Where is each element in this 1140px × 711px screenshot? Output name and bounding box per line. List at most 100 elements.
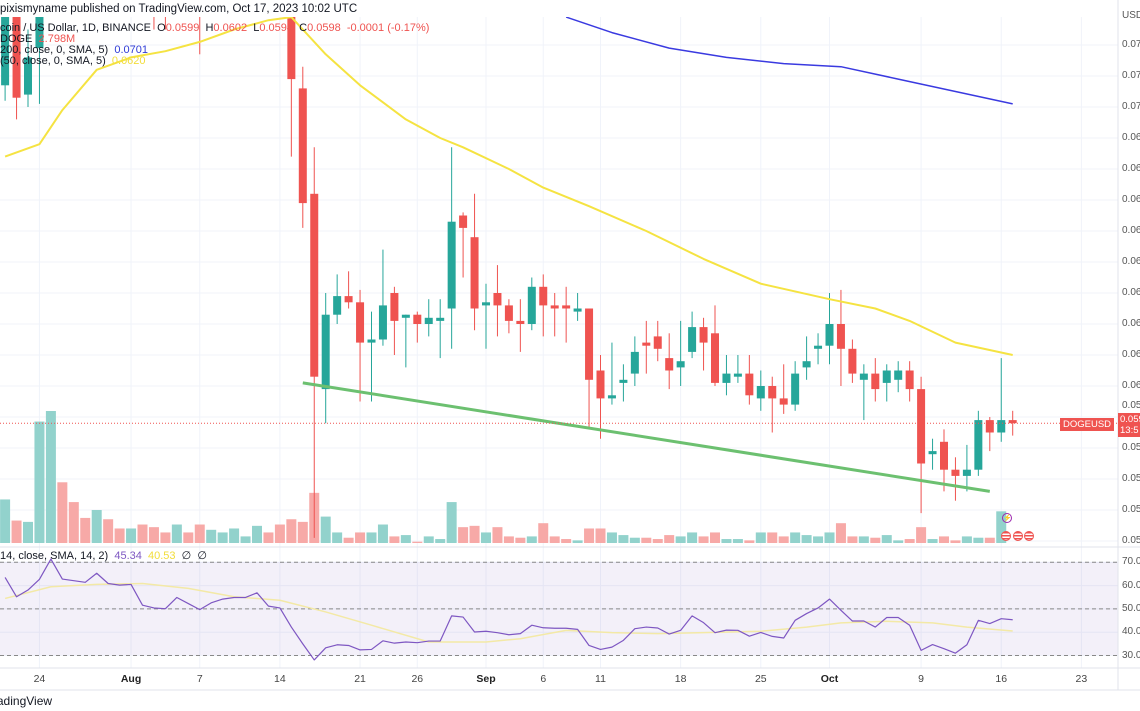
rsi-axis-label: 70.00 xyxy=(1122,556,1140,568)
candle-body xyxy=(321,314,330,390)
legend-close: 0.0598 xyxy=(307,22,341,34)
price-axis-label: 0.06 xyxy=(1122,256,1140,267)
price-axis-label: 0.07 xyxy=(1122,101,1140,112)
candle-body xyxy=(390,293,399,321)
published-caption: pixismyname published on TradingView.com… xyxy=(0,3,358,15)
candle-body xyxy=(619,379,628,383)
us-flag-event-icon[interactable] xyxy=(1001,531,1011,541)
volume-bar xyxy=(217,532,228,543)
price-axis-label: 0.05 xyxy=(1122,535,1140,546)
rsi-pane[interactable] xyxy=(0,558,1118,661)
volume-bar xyxy=(23,521,33,543)
legend-open: 0.0599 xyxy=(165,22,200,34)
volume-bar xyxy=(813,536,824,543)
volume-bar xyxy=(641,537,652,543)
volume-bar xyxy=(835,523,846,543)
candle-body xyxy=(1,17,10,86)
legend-open-label: O xyxy=(157,22,166,34)
candle-body xyxy=(665,358,674,371)
candle-body xyxy=(917,389,926,464)
volume-bar xyxy=(274,524,285,543)
symbol-badge: DOGEUSD xyxy=(1060,418,1115,431)
volume-bar xyxy=(801,535,812,543)
legend-rsi-label: 14, close, SMA, 14, 2) xyxy=(0,550,109,562)
legend-sma200-row[interactable]: 200, close, 0, SMA, 5) 0.0701 xyxy=(0,45,148,56)
price-axis-label: 0.06 xyxy=(1122,380,1140,391)
candle-body xyxy=(596,370,605,399)
candle-body xyxy=(573,308,582,312)
time-axis-label: 18 xyxy=(674,673,687,685)
time-axis-label: 11 xyxy=(595,673,606,685)
us-flag-event-icon[interactable] xyxy=(1024,531,1034,541)
volume-bar xyxy=(240,536,251,543)
volume-bar xyxy=(446,502,457,543)
volume-bar xyxy=(606,532,617,543)
legend-change: -0.0001 (-0.17%) xyxy=(346,22,430,34)
time-axis-label: 16 xyxy=(995,673,1008,685)
candle-body xyxy=(722,373,731,383)
candle-body xyxy=(974,420,983,470)
candle-body xyxy=(630,351,639,374)
volume-bar xyxy=(698,536,709,543)
volume-bar xyxy=(984,537,995,543)
time-axis-label: 14 xyxy=(274,673,286,685)
volume-bar xyxy=(481,532,491,543)
volume-bar xyxy=(767,532,778,543)
candle-body xyxy=(733,373,742,377)
candle-body xyxy=(802,361,811,368)
candle-body xyxy=(779,398,788,405)
candle-body xyxy=(24,57,32,95)
price-axis-label: 0.06 xyxy=(1122,349,1140,360)
legend-sma50-row[interactable]: (50, close, 0, SMA, 5) 0.0620 xyxy=(0,56,146,67)
volume-bar xyxy=(57,482,68,543)
time-axis-label: Oct xyxy=(820,673,839,685)
rsi-sma-line xyxy=(4,582,1013,643)
candle-body xyxy=(424,317,433,324)
candle-body xyxy=(997,420,1006,433)
rsi-axis-label: 30.00 xyxy=(1122,649,1140,661)
candle-body xyxy=(676,361,685,368)
candle-body xyxy=(35,17,44,49)
legend-high: 0.0602 xyxy=(213,22,248,34)
legend-rsi-row[interactable]: 14, close, SMA, 14, 2) 45.34 40.53 ∅ ∅ xyxy=(0,551,207,562)
volume-bar xyxy=(755,532,766,543)
legend-close-label: C xyxy=(299,22,308,34)
legend-volume-row[interactable]: DOGE 2.798M xyxy=(0,34,75,45)
volume-bar xyxy=(114,528,125,543)
candle-body xyxy=(894,370,903,380)
time-axis-label: Aug xyxy=(120,673,142,685)
candle-body xyxy=(940,441,948,470)
candle-body xyxy=(516,320,525,324)
legend-rsi-extra-2: ∅ xyxy=(197,550,207,562)
candle-body xyxy=(356,302,365,343)
currency-label[interactable]: USD xyxy=(1122,10,1140,21)
legend-symbol[interactable]: coin / US Dollar, 1D, BINANCE xyxy=(0,22,151,34)
us-flag-event-icon[interactable] xyxy=(1013,531,1023,541)
volume-bar xyxy=(893,540,904,543)
volume-bar xyxy=(904,539,915,543)
price-pane[interactable] xyxy=(0,0,1118,538)
candle-body xyxy=(871,373,880,390)
candle-body xyxy=(378,305,387,340)
candle-body xyxy=(882,370,891,383)
volume-bar xyxy=(423,536,434,543)
volume-bar xyxy=(45,411,56,543)
volume-bar xyxy=(11,520,22,543)
volume-bar xyxy=(148,527,159,543)
time-axis-label: 21 xyxy=(354,673,366,685)
time-axis-label: Sep xyxy=(476,673,496,685)
time-axis-label: 26 xyxy=(411,673,424,685)
price-axis-label: 0.07 xyxy=(1122,39,1140,50)
lightning-event-icon[interactable]: ⚡ xyxy=(1002,513,1012,523)
candle-body xyxy=(905,370,914,390)
volume-bar xyxy=(664,535,675,543)
volume-bar xyxy=(206,529,217,543)
time-axis-label: 25 xyxy=(754,673,767,685)
legend-volume: 2.798M xyxy=(38,33,76,45)
volume-bar xyxy=(996,511,1007,543)
volume-bar xyxy=(377,524,388,543)
volume-bar xyxy=(790,532,801,543)
price-axis-label: 0.06 xyxy=(1122,194,1140,205)
volume-bar xyxy=(389,536,400,543)
